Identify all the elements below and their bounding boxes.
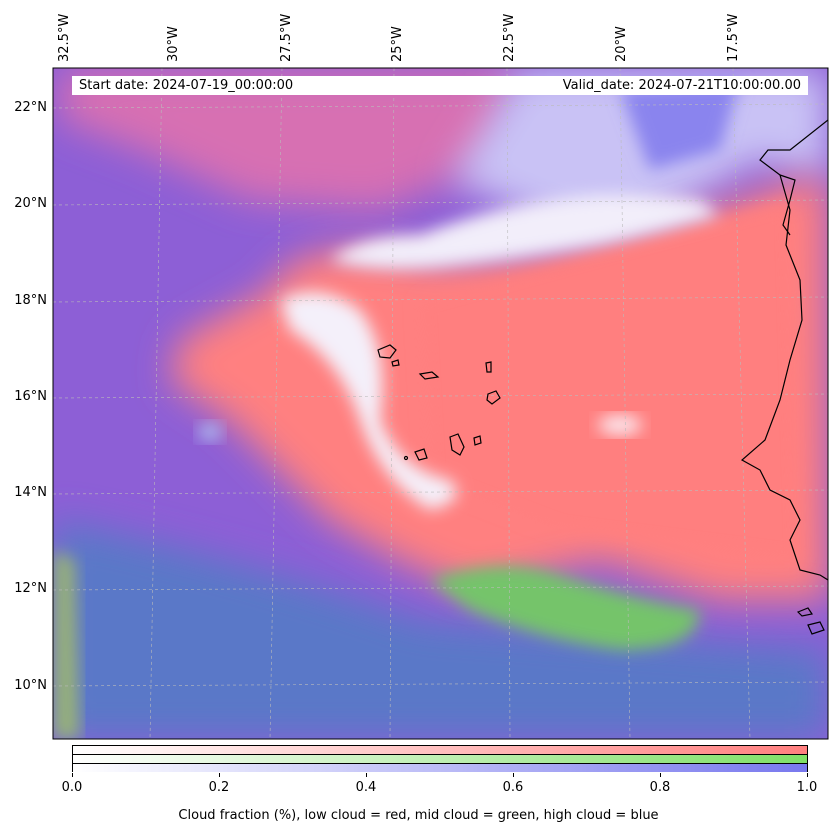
colorbar-tick-mark bbox=[807, 773, 808, 777]
colorbar-tick-mark bbox=[72, 773, 73, 777]
cloud-layers bbox=[53, 68, 828, 739]
lat-label: 12°N bbox=[14, 581, 47, 596]
colorbar-mid-cloud-strip bbox=[73, 755, 807, 764]
lon-label: 27.5°W bbox=[279, 14, 294, 62]
lat-label: 20°N bbox=[14, 196, 47, 211]
colorbar-tick-mark bbox=[219, 773, 220, 777]
colorbar-tick-label: 0.0 bbox=[61, 780, 83, 795]
lon-label: 17.5°W bbox=[726, 14, 741, 62]
lon-label: 30°W bbox=[166, 26, 181, 62]
colorbar-tick-label: 0.4 bbox=[355, 780, 377, 795]
cape-verde-islands bbox=[377, 344, 825, 635]
coastline bbox=[740, 68, 828, 581]
lat-label: 14°N bbox=[14, 485, 47, 500]
lat-label: 22°N bbox=[14, 100, 47, 115]
colorbar-tick-label: 0.8 bbox=[649, 780, 671, 795]
latitude-labels: 22°N 20°N 18°N 16°N 14°N 12°N 10°N bbox=[14, 100, 47, 693]
colorbar-tick-label: 0.6 bbox=[502, 780, 524, 795]
colorbar bbox=[72, 745, 808, 772]
longitude-labels: 32.5°W 30°W 27.5°W 25°W 22.5°W 20°W 17.5… bbox=[57, 14, 741, 62]
colorbar-tick-mark bbox=[366, 773, 367, 777]
lon-label: 25°W bbox=[390, 26, 405, 62]
date-info-box: Start date: 2024-07-19_00:00:00 Valid_da… bbox=[72, 76, 808, 95]
colorbar-low-cloud-strip bbox=[73, 746, 807, 755]
lon-label: 22.5°W bbox=[502, 14, 517, 62]
lat-label: 18°N bbox=[14, 293, 47, 308]
colorbar-tick-label: 1.0 bbox=[796, 780, 818, 795]
lat-label: 16°N bbox=[14, 389, 47, 404]
colorbar-title: Cloud fraction (%), low cloud = red, mid… bbox=[178, 808, 659, 823]
cloud-fraction-map: 32.5°W 30°W 27.5°W 25°W 22.5°W 20°W 17.5… bbox=[14, 14, 829, 740]
colorbar-tick-label: 0.2 bbox=[208, 780, 230, 795]
colorbar-tick-mark bbox=[513, 773, 514, 777]
lon-label: 32.5°W bbox=[57, 14, 72, 62]
start-date-label: Start date: 2024-07-19_00:00:00 bbox=[79, 78, 294, 93]
map-frame bbox=[52, 67, 829, 740]
graticule bbox=[53, 68, 828, 739]
lat-label: 10°N bbox=[14, 678, 47, 693]
colorbar-tick-mark bbox=[660, 773, 661, 777]
lon-label: 20°W bbox=[614, 26, 629, 62]
valid-date-label: Valid_date: 2024-07-21T10:00:00.00 bbox=[562, 78, 801, 93]
colorbar-high-cloud-strip bbox=[73, 764, 807, 772]
